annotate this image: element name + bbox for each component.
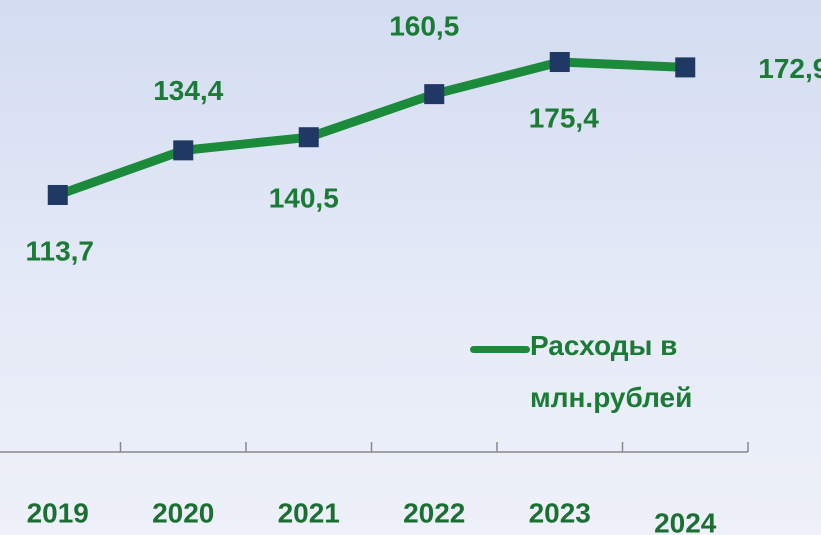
x-tick-label: 2021	[278, 497, 340, 528]
x-tick-label: 2024	[654, 507, 717, 535]
legend-label: Расходы в млн.рублей	[530, 330, 693, 413]
value-label: 134,4	[153, 75, 223, 106]
marker	[173, 140, 194, 161]
value-label: 140,5	[269, 183, 339, 214]
legend-swatch	[470, 346, 530, 353]
x-tick-label: 2019	[27, 497, 89, 528]
value-label: 160,5	[389, 11, 459, 42]
marker	[298, 127, 319, 148]
marker	[47, 184, 68, 205]
x-tick-label: 2023	[529, 497, 591, 528]
value-label: 172,9	[758, 53, 821, 84]
value-label: 113,7	[25, 235, 94, 266]
marker	[675, 57, 696, 78]
value-label: 175,4	[529, 102, 599, 133]
x-tick-label: 2020	[152, 497, 214, 528]
line	[56, 57, 686, 200]
x-tick-label: 2022	[403, 497, 465, 528]
marker	[549, 52, 570, 73]
legend: Расходы в млн.рублей	[470, 328, 770, 424]
marker	[424, 84, 445, 105]
